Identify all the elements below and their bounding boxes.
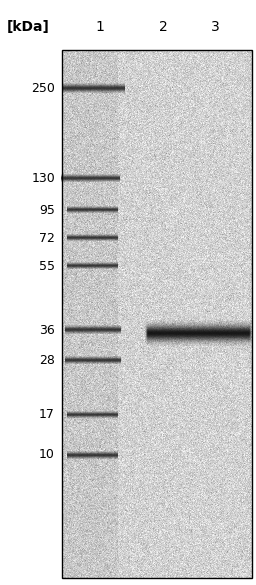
Bar <box>62 50 252 578</box>
Text: 250: 250 <box>31 81 55 95</box>
Text: 72: 72 <box>39 232 55 245</box>
Text: [kDa]: [kDa] <box>7 20 49 34</box>
Text: 55: 55 <box>39 260 55 273</box>
Text: 1: 1 <box>95 20 104 34</box>
Text: 2: 2 <box>159 20 167 34</box>
Text: 28: 28 <box>39 353 55 366</box>
Text: 130: 130 <box>31 171 55 184</box>
Text: 17: 17 <box>39 408 55 422</box>
Text: 3: 3 <box>211 20 219 34</box>
Text: 10: 10 <box>39 449 55 462</box>
Text: 95: 95 <box>39 204 55 216</box>
Text: 36: 36 <box>39 324 55 336</box>
